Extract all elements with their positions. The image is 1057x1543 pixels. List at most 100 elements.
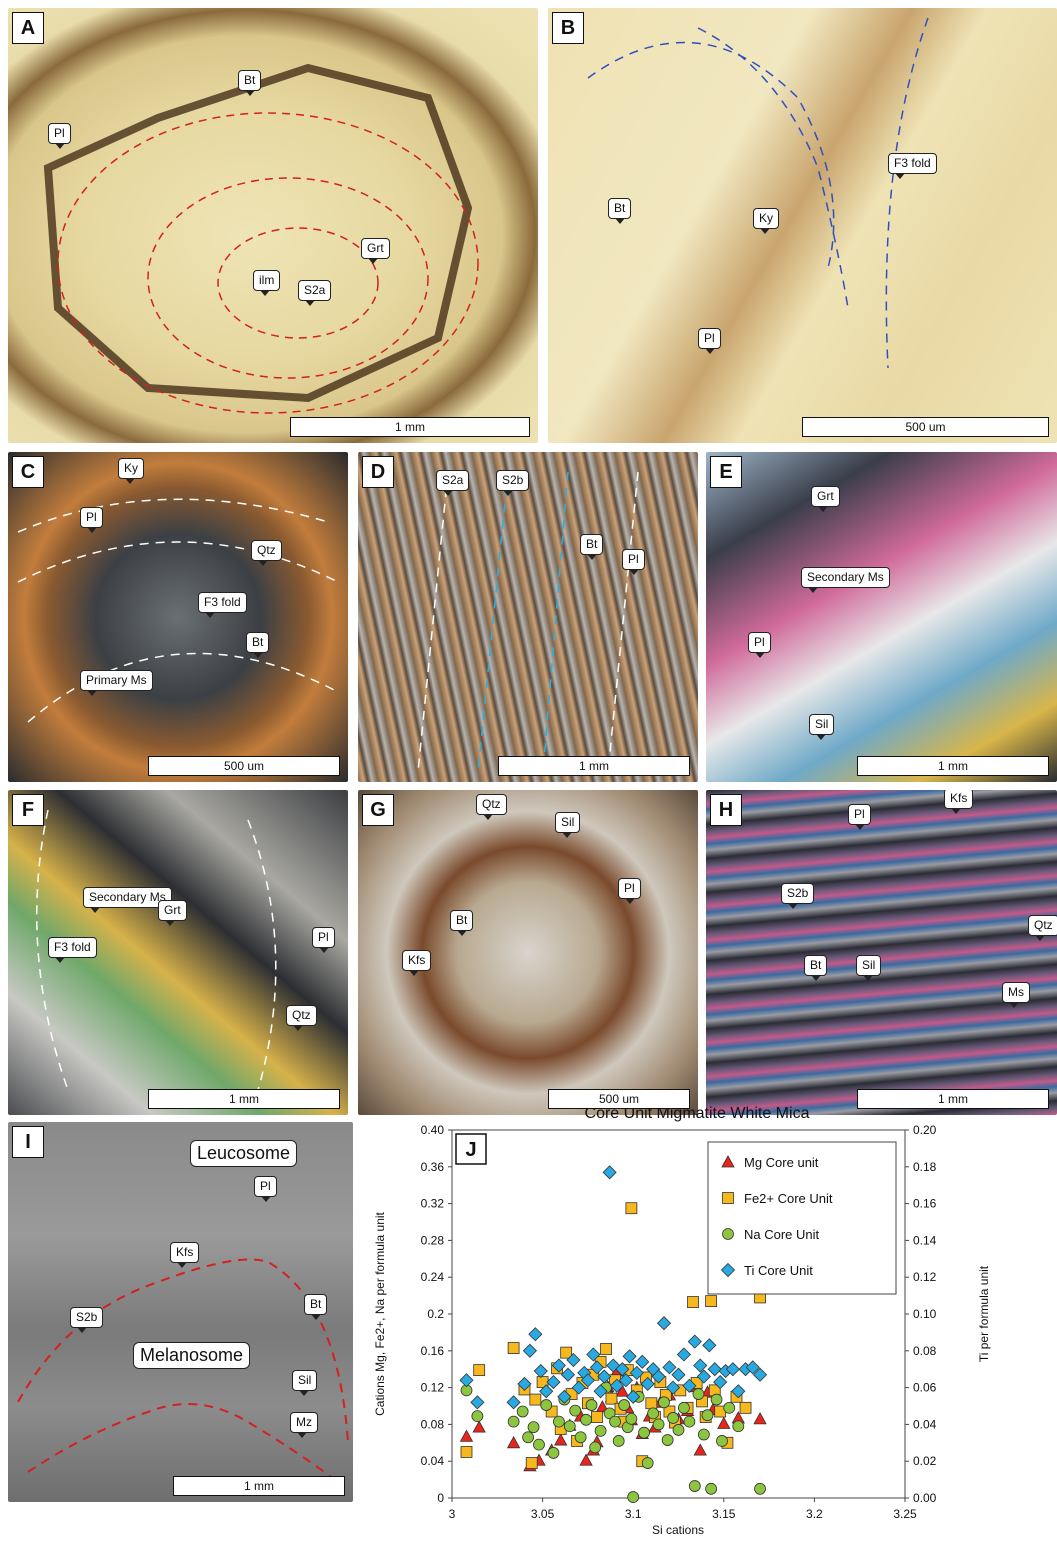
data-point xyxy=(459,1373,474,1388)
data-point xyxy=(522,1343,537,1358)
data-point xyxy=(551,1358,566,1373)
panel-d-image xyxy=(358,452,698,782)
data-point xyxy=(731,1384,746,1399)
mineral-label: Bt xyxy=(304,1294,328,1320)
legend-entry: Fe2+ Core Unit xyxy=(744,1191,833,1206)
mineral-label: Sil xyxy=(809,714,835,740)
mineral-label: Kfs xyxy=(944,790,974,814)
data-point xyxy=(656,1316,672,1331)
data-point xyxy=(687,1334,702,1349)
data-point xyxy=(594,1424,607,1437)
data-point xyxy=(612,1435,625,1447)
mineral-label: Mz xyxy=(290,1412,318,1438)
photomicrograph-panel-d: D S2a S2b Bt Pl 1 mm xyxy=(358,452,698,782)
data-point xyxy=(725,1362,740,1377)
data-point xyxy=(615,1362,630,1377)
data-point xyxy=(676,1347,692,1362)
data-point xyxy=(589,1360,605,1375)
mineral-label: Pl xyxy=(848,804,871,830)
y2-tick-label: 0.10 xyxy=(913,1307,937,1321)
y2-tick-label: 0.16 xyxy=(913,1197,937,1211)
data-point xyxy=(533,1438,545,1451)
data-point xyxy=(459,1429,474,1442)
mineral-label: Bt xyxy=(580,534,604,560)
data-point xyxy=(522,1431,535,1444)
data-point xyxy=(593,1384,608,1399)
y-axis-right: 0.00 0.02 0.04 0.06 0.08 0.10 0.12 0.14 0.16 0.18… xyxy=(905,1123,937,1505)
mineral-label: S2b xyxy=(70,1307,104,1333)
data-point xyxy=(533,1363,548,1379)
mineral-label: Qtz xyxy=(476,794,507,820)
scale-bar: 500 um xyxy=(148,756,340,776)
scale-bar: 1 mm xyxy=(290,417,530,437)
y-tick-label: 0 xyxy=(437,1491,444,1505)
mineral-label: Pl xyxy=(698,328,721,354)
data-point xyxy=(597,1369,612,1384)
y-tick-label: 0.32 xyxy=(421,1197,445,1211)
data-point xyxy=(540,1399,553,1411)
mineral-label: Ky xyxy=(118,458,145,484)
melanosome-label: Melanosome xyxy=(133,1342,251,1369)
photomicrograph-panel-e: E Grt Secondary Ms Pl Sil 1 mm xyxy=(706,452,1057,782)
x-tick-label: 3.2 xyxy=(806,1507,823,1521)
panel-letter-box xyxy=(455,1133,487,1165)
data-point xyxy=(569,1404,582,1417)
y2-tick-label: 0.12 xyxy=(913,1270,937,1284)
legend-box xyxy=(707,1141,897,1295)
data-point xyxy=(683,1415,696,1428)
y2-tick-label: 0.20 xyxy=(913,1123,937,1137)
mineral-label: F3 fold xyxy=(48,937,97,963)
mineral-label: Qtz xyxy=(286,1005,317,1031)
data-point xyxy=(640,1376,655,1391)
data-point xyxy=(678,1401,690,1414)
panel-letter: D xyxy=(362,456,394,488)
data-point xyxy=(585,1399,598,1411)
data-point xyxy=(667,1412,679,1424)
mineral-label: Secondary Ms xyxy=(801,567,890,593)
data-point xyxy=(506,1395,521,1410)
data-point xyxy=(546,1375,561,1390)
data-point xyxy=(687,1296,699,1308)
data-point xyxy=(547,1447,560,1459)
mineral-label: Grt xyxy=(811,486,840,512)
mineral-label: Pl xyxy=(80,507,103,533)
panel-letter: H xyxy=(710,794,742,826)
data-point xyxy=(662,1360,677,1375)
mineral-label: F3 fold xyxy=(198,592,247,618)
data-point xyxy=(516,1405,529,1418)
mineral-label: Bt xyxy=(804,955,828,981)
data-point xyxy=(574,1431,587,1444)
mineral-label: Ky xyxy=(753,208,780,234)
data-point xyxy=(554,1433,568,1446)
data-point xyxy=(629,1365,644,1380)
x-tick-label: 3.15 xyxy=(712,1507,736,1521)
scale-bar: 1 mm xyxy=(857,1089,1049,1109)
data-point xyxy=(470,1395,485,1410)
data-point xyxy=(615,1384,630,1397)
chart-panel-j: Core Unit Migmatite White Mica 0 0.04 0.08… xyxy=(360,1098,1057,1538)
mineral-label: Bt xyxy=(608,198,632,224)
scale-bar: 500 um xyxy=(802,417,1049,437)
data-point xyxy=(566,1352,581,1368)
mineral-label: S2a xyxy=(298,280,332,306)
panel-e-image xyxy=(706,452,1057,782)
legend-entry: Na Core Unit xyxy=(744,1227,820,1242)
y-axis-left: 0 0.04 0.08 0.12 0.16 0.2 0.24 0.28 0.32 0.36 0.40 xyxy=(421,1123,452,1505)
photomicrograph-panel-c: C Ky Pl Qtz F3 fold Bt Primary Ms 500 um xyxy=(8,452,348,782)
data-point xyxy=(622,1349,637,1364)
y2-tick-label: 0.00 xyxy=(913,1491,937,1505)
bse-panel-i: I Leucosome Pl Kfs Bt S2b Melanosome Sil… xyxy=(8,1122,353,1502)
x-tick-label: 3 xyxy=(449,1507,456,1521)
data-point xyxy=(591,1411,603,1423)
data-point xyxy=(460,1446,473,1458)
data-point xyxy=(697,1428,710,1441)
data-point xyxy=(553,1415,565,1428)
data-point xyxy=(705,1482,718,1495)
panel-i-overlay xyxy=(17,1258,349,1483)
y2-tick-label: 0.08 xyxy=(913,1344,937,1358)
data-point xyxy=(702,1338,717,1353)
data-point xyxy=(716,1435,728,1447)
panel-c-overlay xyxy=(17,498,339,723)
data-point xyxy=(603,1407,616,1420)
mineral-label: Pl xyxy=(748,632,771,658)
